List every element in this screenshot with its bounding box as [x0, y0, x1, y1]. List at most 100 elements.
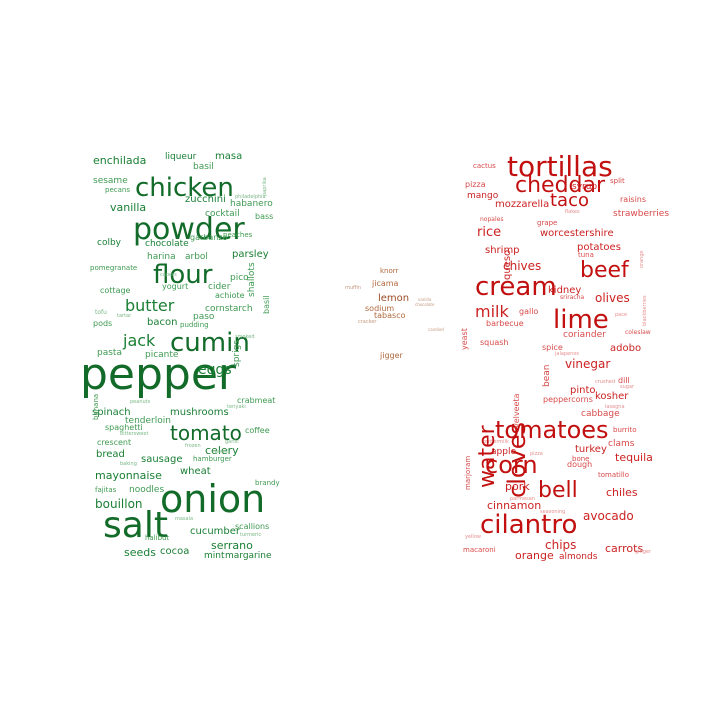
- word: lasagna: [605, 404, 625, 410]
- word: mango: [467, 191, 499, 201]
- word: grape: [537, 219, 558, 227]
- word: pearl: [215, 449, 228, 455]
- word: baking: [120, 461, 137, 467]
- word: tomato: [170, 421, 242, 445]
- word: chives: [503, 259, 542, 273]
- word: sodium: [365, 304, 395, 313]
- word: sausage: [141, 454, 183, 465]
- word: potatoes: [577, 242, 621, 253]
- word: paso: [193, 312, 215, 322]
- word: smoked: [235, 334, 255, 340]
- word: yeast: [460, 328, 469, 350]
- word: spaghetti: [105, 423, 143, 432]
- word: chocolate: [415, 302, 435, 307]
- word: kidney: [548, 285, 582, 296]
- word: peanuts: [130, 399, 151, 405]
- word: cottage: [100, 286, 131, 295]
- word: noodles: [129, 485, 165, 495]
- word: ginger: [635, 549, 652, 555]
- word: cornstarch: [205, 304, 253, 314]
- word: pinto: [570, 385, 596, 396]
- word: yogurt: [162, 282, 189, 291]
- word: carrots: [605, 542, 644, 555]
- word: tortillas: [507, 150, 613, 183]
- word: cocktail: [205, 209, 240, 219]
- word: bread: [96, 449, 125, 460]
- word: pomegranate: [90, 264, 138, 272]
- word: chocolate: [145, 239, 189, 249]
- word: paprika: [262, 177, 268, 196]
- word: knorr: [380, 267, 399, 275]
- word: tomatoes: [495, 416, 609, 444]
- word: burrito: [613, 426, 637, 434]
- word: spice: [542, 343, 563, 352]
- word: crabmeat: [237, 396, 276, 405]
- word: velveeta: [512, 393, 521, 429]
- word: marjoram: [464, 455, 472, 490]
- word: philadelphia: [235, 194, 266, 200]
- word: jicama: [372, 279, 399, 288]
- word: capers: [160, 272, 177, 278]
- word: cheddar: [515, 173, 606, 198]
- word: tabasco: [374, 311, 406, 320]
- word: bittersweet: [120, 431, 149, 437]
- word: pace: [615, 312, 628, 318]
- word: milk: [475, 302, 509, 321]
- word: eggs: [198, 362, 232, 378]
- word: tequila: [615, 451, 653, 464]
- word: syrup: [572, 182, 598, 192]
- word: frozen: [185, 443, 201, 449]
- word: pudding: [180, 321, 209, 329]
- word: dill: [618, 376, 630, 385]
- word: kosher: [595, 391, 629, 402]
- word: sugar: [620, 384, 635, 390]
- word: hamburger: [193, 455, 232, 463]
- word: seeds: [124, 546, 156, 559]
- word: achiote: [215, 291, 245, 300]
- word: cactus: [473, 162, 496, 170]
- word: crescent: [97, 438, 132, 447]
- word: bouillon: [95, 497, 143, 511]
- word: orange: [515, 549, 554, 562]
- word: cinnamon: [487, 499, 542, 512]
- word: peaches: [223, 231, 253, 239]
- word: vinegar: [565, 357, 611, 371]
- word: cabbage: [581, 409, 620, 419]
- word: barbecue: [486, 319, 524, 328]
- word: strawberries: [613, 209, 670, 219]
- word: bass: [255, 212, 274, 221]
- word: jalapenos: [555, 351, 579, 357]
- word: pizza: [465, 180, 486, 189]
- word: gallo: [519, 307, 539, 316]
- word: mushrooms: [170, 407, 229, 418]
- word: flour: [153, 260, 213, 290]
- middle-word-cloud: knorr jicama muffin lemon sodium tabasco crack…: [340, 260, 450, 370]
- word: pepper: [80, 349, 237, 400]
- word: sprigs: [232, 340, 242, 368]
- word: tartar: [117, 313, 132, 319]
- word: nopales: [480, 216, 504, 223]
- word: chicken: [135, 173, 234, 203]
- word: queso: [502, 249, 513, 280]
- word: peppercorns: [543, 395, 593, 404]
- word: garbanzo: [190, 233, 228, 242]
- word: pecans: [105, 186, 130, 194]
- word: banana: [92, 394, 100, 421]
- word: bacon: [147, 317, 178, 328]
- word: cream: [475, 272, 557, 302]
- word: clams: [608, 439, 635, 449]
- word: coleslaw: [625, 329, 651, 336]
- word: shallots: [247, 262, 257, 298]
- word: pork: [505, 480, 530, 493]
- green-word-cloud: pepper onion salt powder chicken flour cumin to…: [75, 150, 285, 570]
- word: yellow: [465, 534, 481, 540]
- word: olives: [595, 291, 630, 305]
- word: scallions: [235, 522, 270, 531]
- word: basil: [193, 162, 214, 172]
- word: turmeric: [240, 532, 262, 538]
- word: cilantro: [480, 510, 578, 540]
- word: adobo: [610, 343, 642, 354]
- word: margarine: [225, 551, 272, 561]
- word: bone: [572, 455, 590, 463]
- word: jack: [123, 331, 156, 350]
